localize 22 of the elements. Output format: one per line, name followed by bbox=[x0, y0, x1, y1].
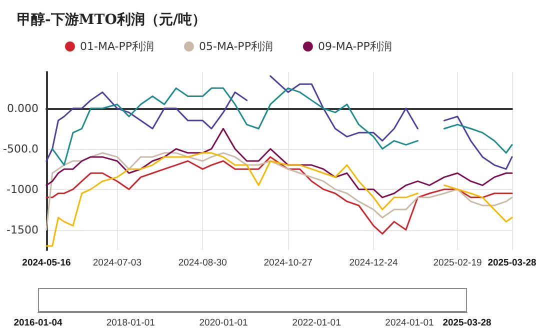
x-tick-label: 2024-08-30 bbox=[178, 258, 227, 268]
x-tick-label: 2024-05-16 bbox=[22, 258, 71, 268]
x-tick-label: 2025-03-28 bbox=[488, 258, 536, 268]
y-tick-label: 0.000 bbox=[6, 102, 38, 115]
x2-tick-label: 2018-01-01 bbox=[106, 318, 155, 328]
x-tick-label: 2025-02-19 bbox=[433, 258, 482, 268]
x2-tick-label: 2020-01-01 bbox=[199, 318, 248, 328]
legend-label: 05-MA-PP利润 bbox=[198, 40, 273, 53]
x2-tick-label: 2025-03-28 bbox=[442, 318, 492, 328]
y-tick-label: -500.0 bbox=[2, 142, 38, 156]
x2-tick-label: 2024-01-01 bbox=[385, 318, 434, 328]
y-tick-label: -1500 bbox=[6, 223, 38, 236]
line-series bbox=[46, 128, 513, 198]
x2-tick-label: 2016-01-04 bbox=[14, 318, 64, 328]
legend-label: 01-MA-PP利润 bbox=[80, 40, 154, 53]
y-tick-label: -1000 bbox=[6, 182, 38, 196]
legend-label: 09-MA-PP利润 bbox=[318, 40, 392, 53]
chart-title: 甲醇-下游MTO利润（元/吨） bbox=[17, 11, 206, 28]
x2-tick-label: 2022-01-01 bbox=[292, 318, 341, 328]
x-tick-label: 2024-07-03 bbox=[92, 258, 142, 268]
x-tick-label: 2024-10-27 bbox=[264, 258, 312, 268]
x-tick-label: 2024-12-24 bbox=[349, 258, 398, 268]
